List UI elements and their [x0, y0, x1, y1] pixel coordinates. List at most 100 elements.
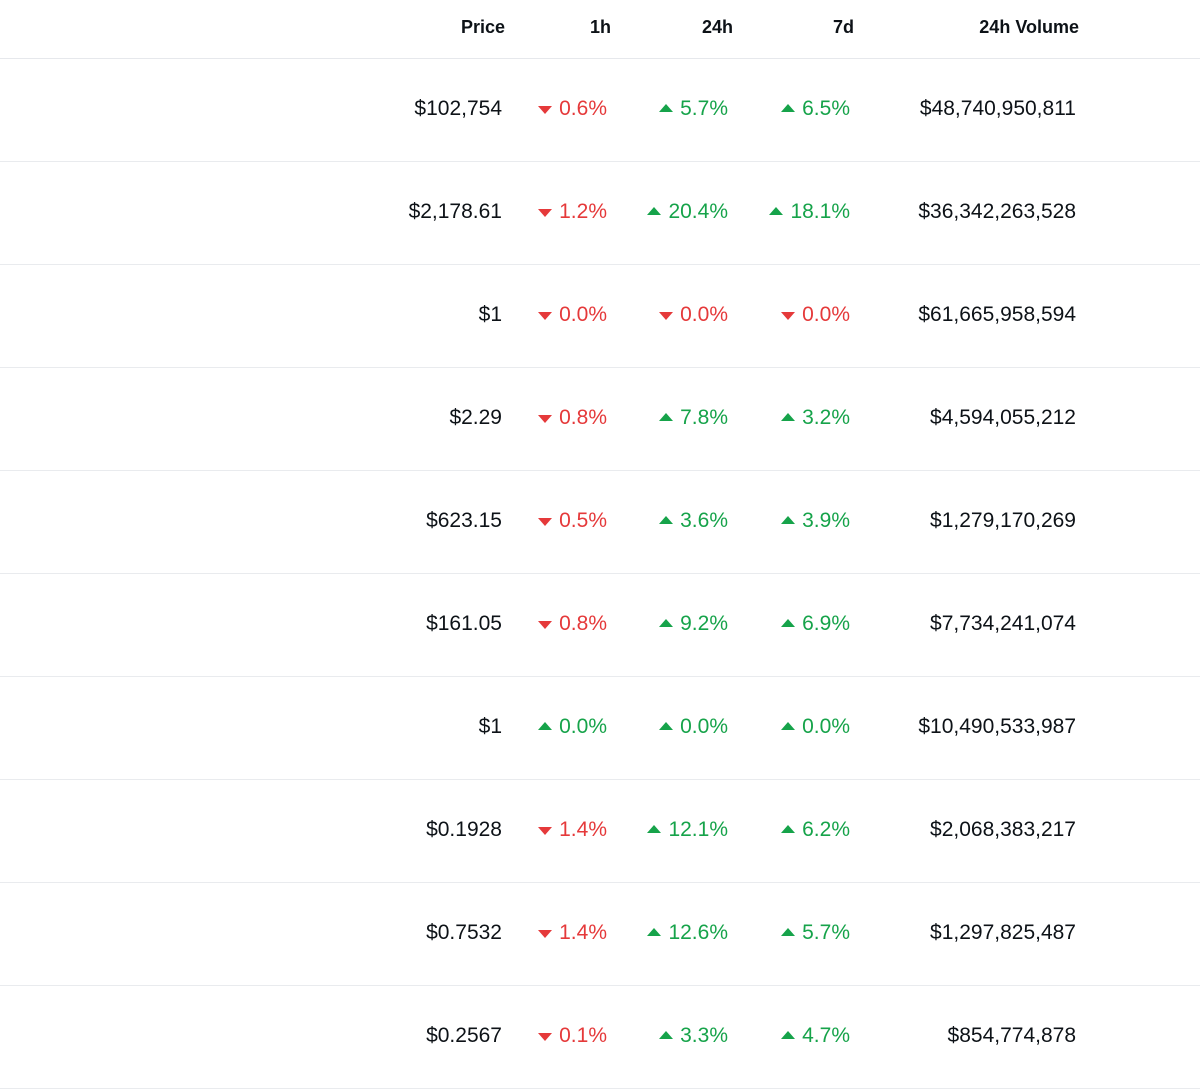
change-7d-value: 6.2% [802, 818, 850, 841]
caret-up-icon [781, 618, 796, 627]
column-header-24h-volume[interactable]: 24h Volume [979, 17, 1079, 37]
caret-down-icon [538, 208, 553, 217]
caret-up-icon [781, 515, 796, 524]
change-24h-value: 12.1% [668, 818, 728, 841]
change-1h-cell: 1.4% [538, 920, 607, 946]
volume-cell: $36,342,263,528 [918, 200, 1076, 223]
change-24h-cell: 3.3% [659, 1023, 728, 1049]
table-row[interactable]: $10.0%0.0%0.0%$10,490,533,987$60,86 [0, 677, 1200, 780]
change-1h-value: 0.1% [559, 1024, 607, 1047]
caret-up-icon [647, 927, 662, 936]
table-row[interactable]: $10.0%0.0%0.0%$61,665,958,594$149,50 [0, 265, 1200, 368]
volume-cell: $4,594,055,212 [930, 406, 1076, 429]
change-7d-value: 3.9% [802, 509, 850, 532]
change-24h-value: 9.2% [680, 612, 728, 635]
table-row[interactable]: $161.050.8%9.2%6.9%$7,734,241,074$83,61 [0, 574, 1200, 677]
column-header-24h[interactable]: 24h [701, 17, 733, 37]
change-7d-value: 3.2% [802, 406, 850, 429]
price-cell: $0.2567 [426, 1024, 502, 1047]
volume-cell: $61,665,958,594 [918, 303, 1076, 326]
change-7d-cell: 0.0% [781, 302, 850, 328]
price-cell: $0.1928 [426, 818, 502, 841]
caret-up-icon [659, 1030, 674, 1039]
caret-up-icon [781, 721, 796, 730]
column-header-price[interactable]: Price [460, 17, 505, 37]
caret-down-icon [538, 826, 553, 835]
table-row[interactable]: $623.150.5%3.6%3.9%$1,279,170,269$90,94 [0, 471, 1200, 574]
caret-up-icon [781, 824, 796, 833]
caret-up-icon [647, 206, 662, 215]
change-1h-value: 0.6% [559, 97, 607, 120]
change-1h-value: 0.0% [559, 303, 607, 326]
caret-down-icon [538, 620, 553, 629]
change-24h-cell: 0.0% [659, 302, 728, 328]
volume-cell: $10,490,533,987 [918, 715, 1076, 738]
change-24h-value: 20.4% [668, 200, 728, 223]
caret-up-icon [659, 103, 674, 112]
price-cell: $1 [478, 715, 502, 738]
change-7d-cell: 3.2% [781, 405, 850, 431]
change-24h-value: 0.0% [680, 303, 728, 326]
table-row[interactable]: $2,178.611.2%20.4%18.1%$36,342,263,528$2… [0, 162, 1200, 265]
change-1h-cell: 0.0% [538, 302, 607, 328]
caret-down-icon [538, 517, 553, 526]
change-24h-cell: 9.2% [659, 611, 728, 637]
volume-cell: $1,279,170,269 [930, 509, 1076, 532]
table-body: $102,7540.6%5.7%6.5%$48,740,950,811$2,04… [0, 59, 1200, 1089]
price-cell: $1 [478, 303, 502, 326]
change-1h-cell: 0.0% [538, 714, 607, 740]
change-7d-cell: 5.7% [781, 920, 850, 946]
change-7d-cell: 6.2% [781, 817, 850, 843]
change-7d-cell: 6.5% [781, 96, 850, 122]
caret-down-icon [781, 311, 796, 320]
change-1h-value: 0.0% [559, 715, 607, 738]
change-24h-cell: 3.6% [659, 508, 728, 534]
change-24h-value: 7.8% [680, 406, 728, 429]
change-1h-value: 0.8% [559, 406, 607, 429]
change-1h-cell: 0.6% [538, 96, 607, 122]
table-row[interactable]: $102,7540.6%5.7%6.5%$48,740,950,811$2,04… [0, 59, 1200, 162]
change-24h-cell: 12.1% [647, 817, 728, 843]
caret-down-icon [538, 929, 553, 938]
change-7d-cell: 6.9% [781, 611, 850, 637]
caret-up-icon [781, 1030, 796, 1039]
change-7d-value: 0.0% [802, 715, 850, 738]
volume-cell: $48,740,950,811 [919, 97, 1076, 120]
caret-up-icon [781, 103, 796, 112]
price-cell: $2,178.61 [408, 200, 502, 223]
change-24h-value: 0.0% [680, 715, 728, 738]
change-1h-value: 0.5% [559, 509, 607, 532]
change-7d-value: 0.0% [802, 303, 850, 326]
change-7d-value: 5.7% [802, 921, 850, 944]
change-7d-cell: 4.7% [781, 1023, 850, 1049]
change-24h-value: 12.6% [668, 921, 728, 944]
price-cell: $161.05 [426, 612, 502, 635]
change-24h-cell: 5.7% [659, 96, 728, 122]
caret-up-icon [659, 412, 674, 421]
price-cell: $623.15 [426, 509, 502, 532]
caret-up-icon [769, 206, 784, 215]
change-1h-cell: 0.8% [538, 611, 607, 637]
caret-up-icon [781, 412, 796, 421]
caret-up-icon [647, 824, 662, 833]
caret-up-icon [659, 721, 674, 730]
caret-down-icon [538, 311, 553, 320]
caret-down-icon [538, 414, 553, 423]
column-header-1h[interactable]: 1h [589, 17, 611, 37]
change-7d-value: 18.1% [790, 200, 850, 223]
change-1h-cell: 1.2% [538, 199, 607, 225]
change-7d-value: 6.9% [802, 612, 850, 635]
change-7d-value: 6.5% [802, 97, 850, 120]
change-1h-cell: 0.5% [538, 508, 607, 534]
column-header-7d[interactable]: 7d [832, 17, 854, 37]
change-24h-value: 3.3% [680, 1024, 728, 1047]
table-row[interactable]: $2.290.8%7.8%3.2%$4,594,055,212$134,42 [0, 368, 1200, 471]
change-24h-value: 3.6% [680, 509, 728, 532]
caret-up-icon [659, 515, 674, 524]
change-7d-cell: 18.1% [769, 199, 850, 225]
price-cell: $2.29 [449, 406, 502, 429]
